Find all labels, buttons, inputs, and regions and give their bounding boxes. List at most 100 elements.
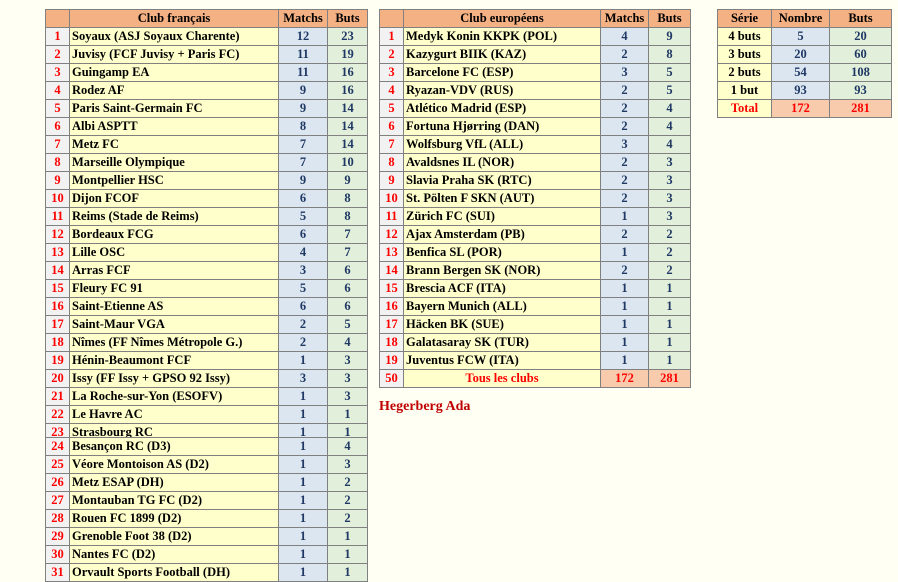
table-club-francais[interactable]: Club français Matchs Buts 1 Soyaux (ASJ S… xyxy=(45,9,368,442)
table-row[interactable]: 14 Brann Bergen SK (NOR) 2 2 xyxy=(379,261,691,280)
table-body-francais: 1 Soyaux (ASJ Soyaux Charente) 12 23 2 Juvisy… xyxy=(45,27,368,442)
cell-rank: 31 xyxy=(45,563,70,582)
table-row[interactable]: 3 Barcelone FC (ESP) 3 5 xyxy=(379,63,691,82)
table-row[interactable]: 1 Soyaux (ASJ Soyaux Charente) 12 23 xyxy=(45,27,368,46)
table-row[interactable]: 5 Atlético Madrid (ESP) 2 4 xyxy=(379,99,691,118)
cell-buts: 6 xyxy=(327,279,368,298)
cell-club-name: Metz FC xyxy=(69,135,279,154)
table-row[interactable]: 3 buts 20 60 xyxy=(717,45,892,64)
cell-rank: 2 xyxy=(45,45,70,64)
table-row[interactable]: 11 Zürich FC (SUI) 1 3 xyxy=(379,207,691,226)
cell-rank: 9 xyxy=(379,171,404,190)
table-row[interactable]: 2 Juvisy (FCF Juvisy + Paris FC) 11 19 xyxy=(45,45,368,64)
table-row[interactable]: 16 Saint-Etienne AS 6 6 xyxy=(45,297,368,316)
table-row[interactable]: 27 Montauban TG FC (D2) 1 2 xyxy=(45,491,368,510)
table-row[interactable]: 3 Guingamp EA 11 16 xyxy=(45,63,368,82)
cell-buts: 3 xyxy=(648,171,691,190)
cell-buts: 3 xyxy=(648,189,691,208)
table-row[interactable]: 8 Avaldsnes IL (NOR) 2 3 xyxy=(379,153,691,172)
cell-buts: 1 xyxy=(648,333,691,352)
cell-rank: 22 xyxy=(45,405,70,424)
table-serie-summary[interactable]: Série Nombre Buts 4 buts 5 20 3 buts 20 60 2 b… xyxy=(717,9,892,118)
cell-matchs: 1 xyxy=(278,509,328,528)
table-row[interactable]: 14 Arras FCF 3 6 xyxy=(45,261,368,280)
table-row[interactable]: 19 Juventus FCW (ITA) 1 1 xyxy=(379,351,691,370)
table-row[interactable]: 15 Brescia ACF (ITA) 1 1 xyxy=(379,279,691,298)
table-row[interactable]: 2 Kazygurt BIIK (KAZ) 2 8 xyxy=(379,45,691,64)
cell-matchs: 2 xyxy=(600,81,649,100)
table-row[interactable]: 9 Slavia Praha SK (RTC) 2 3 xyxy=(379,171,691,190)
table-row[interactable]: 21 La Roche-sur-Yon (ESOFV) 1 3 xyxy=(45,387,368,406)
table-row[interactable]: 2 buts 54 108 xyxy=(717,63,892,82)
table-row[interactable]: 12 Bordeaux FCG 6 7 xyxy=(45,225,368,244)
table-row[interactable]: 28 Rouen FC 1899 (D2) 1 2 xyxy=(45,509,368,528)
table-row[interactable]: 18 Nîmes (FF Nîmes Métropole G.) 2 4 xyxy=(45,333,368,352)
table-row[interactable]: 4 Ryazan-VDV (RUS) 2 5 xyxy=(379,81,691,100)
cell-rank: 14 xyxy=(45,261,70,280)
cell-buts: 8 xyxy=(327,207,368,226)
cell-club-name: Atlético Madrid (ESP) xyxy=(403,99,601,118)
table-header-row: Club français Matchs Buts xyxy=(45,9,368,28)
table-row[interactable]: 13 Lille OSC 4 7 xyxy=(45,243,368,262)
table-row[interactable]: 15 Fleury FC 91 5 6 xyxy=(45,279,368,298)
table-row[interactable]: 26 Metz ESAP (DH) 1 2 xyxy=(45,473,368,492)
header-buts: Buts xyxy=(327,9,368,28)
table-row[interactable]: 16 Bayern Munich (ALL) 1 1 xyxy=(379,297,691,316)
table-row[interactable]: 31 Orvault Sports Football (DH) 1 1 xyxy=(45,563,368,582)
cell-buts: 4 xyxy=(648,135,691,154)
cell-club-name: Montauban TG FC (D2) xyxy=(69,491,279,510)
cell-rank: 14 xyxy=(379,261,404,280)
table-row[interactable]: 17 Saint-Maur VGA 2 5 xyxy=(45,315,368,334)
table-row[interactable]: 12 Ajax Amsterdam (PB) 2 2 xyxy=(379,225,691,244)
table-row[interactable]: 9 Montpellier HSC 9 9 xyxy=(45,171,368,190)
cell-buts: 10 xyxy=(327,153,368,172)
table-club-europeens[interactable]: Club européens Matchs Buts 1 Medyk Konin … xyxy=(379,9,691,388)
table-row[interactable]: 13 Benfica SL (POR) 1 2 xyxy=(379,243,691,262)
table-body-serie: 4 buts 5 20 3 buts 20 60 2 buts 54 108 1 but 93 93 T… xyxy=(717,27,892,118)
table-row[interactable]: 7 Metz FC 7 14 xyxy=(45,135,368,154)
table-row[interactable]: 7 Wolfsburg VfL (ALL) 3 4 xyxy=(379,135,691,154)
cell-club-name: Albi ASPTT xyxy=(69,117,279,136)
table-total-row[interactable]: 50 Tous les clubs 172 281 xyxy=(379,369,691,388)
cell-matchs: 5 xyxy=(278,207,328,226)
table-row[interactable]: 8 Marseille Olympique 7 10 xyxy=(45,153,368,172)
cell-nombre: 93 xyxy=(771,81,830,100)
table-row[interactable]: 18 Galatasaray SK (TUR) 1 1 xyxy=(379,333,691,352)
table-row[interactable]: 10 Dijon FCOF 6 8 xyxy=(45,189,368,208)
table-row[interactable]: 25 Véore Montoison AS (D2) 1 3 xyxy=(45,455,368,474)
table-row[interactable]: 11 Reims (Stade de Reims) 5 8 xyxy=(45,207,368,226)
cell-buts: 2 xyxy=(648,243,691,262)
cell-club-name: Saint-Etienne AS xyxy=(69,297,279,316)
table-club-francais-suite[interactable]: 24 Besançon RC (D3) 1 4 25 Véore Montoison AS… xyxy=(45,437,368,582)
cell-matchs: 9 xyxy=(278,99,328,118)
table-row[interactable]: 29 Grenoble Foot 38 (D2) 1 1 xyxy=(45,527,368,546)
table-row[interactable]: 20 Issy (FF Issy + GPSO 92 Issy) 3 3 xyxy=(45,369,368,388)
table-row[interactable]: 4 Rodez AF 9 16 xyxy=(45,81,368,100)
table-row[interactable]: 6 Fortuna Hjørring (DAN) 2 4 xyxy=(379,117,691,136)
cell-rank: 20 xyxy=(45,369,70,388)
header-nombre: Nombre xyxy=(771,9,830,28)
cell-club-name: Issy (FF Issy + GPSO 92 Issy) xyxy=(69,369,279,388)
table-row[interactable]: 1 but 93 93 xyxy=(717,81,892,100)
table-row[interactable]: 19 Hénin-Beaumont FCF 1 3 xyxy=(45,351,368,370)
table-row[interactable]: 17 Häcken BK (SUE) 1 1 xyxy=(379,315,691,334)
table-row[interactable]: 4 buts 5 20 xyxy=(717,27,892,46)
cell-matchs: 1 xyxy=(278,473,328,492)
table-row[interactable]: 24 Besançon RC (D3) 1 4 xyxy=(45,437,368,456)
table-row[interactable]: 5 Paris Saint-Germain FC 9 14 xyxy=(45,99,368,118)
cell-buts: 3 xyxy=(327,351,368,370)
cell-club-name: Juventus FCW (ITA) xyxy=(403,351,601,370)
table-row[interactable]: 6 Albi ASPTT 8 14 xyxy=(45,117,368,136)
player-name-label: Hegerberg Ada xyxy=(379,399,471,414)
table-row[interactable]: 22 Le Havre AC 1 1 xyxy=(45,405,368,424)
table-row[interactable]: 1 Medyk Konin KKPK (POL) 4 9 xyxy=(379,27,691,46)
table-row[interactable]: 10 St. Pölten F SKN (AUT) 2 3 xyxy=(379,189,691,208)
cell-matchs: 3 xyxy=(278,369,328,388)
cell-rank: 29 xyxy=(45,527,70,546)
cell-buts: 2 xyxy=(648,261,691,280)
cell-rank: 16 xyxy=(45,297,70,316)
table-total-row[interactable]: Total 172 281 xyxy=(717,99,892,118)
cell-buts: 1 xyxy=(327,545,368,564)
cell-matchs: 11 xyxy=(278,63,328,82)
table-row[interactable]: 30 Nantes FC (D2) 1 1 xyxy=(45,545,368,564)
